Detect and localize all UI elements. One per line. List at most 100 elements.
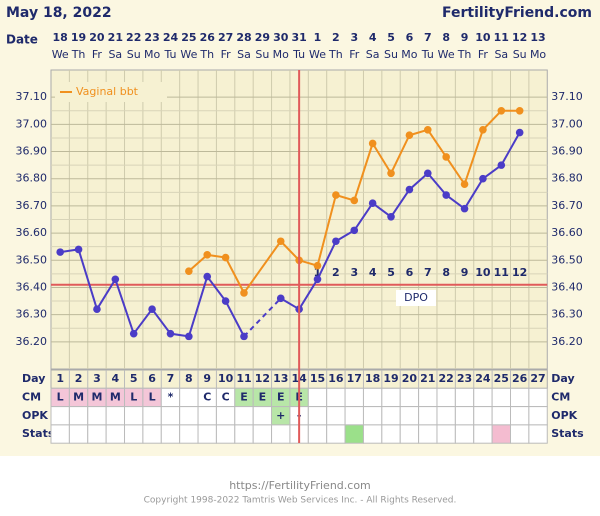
day-number: 15 — [310, 372, 325, 385]
day-number: 23 — [457, 372, 472, 385]
date-label: 20 — [89, 31, 105, 44]
table-cell — [418, 387, 438, 408]
date-label: 7 — [424, 31, 432, 44]
series-line — [188, 253, 245, 294]
day-number: 1 — [56, 372, 64, 385]
table-cell — [68, 406, 89, 426]
table-cell — [528, 406, 548, 426]
table-cell — [362, 406, 383, 426]
series-line — [280, 132, 521, 311]
data-point — [423, 126, 432, 134]
footer-url: https://FertilityFriend.com — [229, 479, 371, 492]
y-tick-label: 36.90 — [16, 145, 48, 158]
date-label: 12 — [512, 31, 527, 44]
y-tick-label-right: 36.60 — [551, 226, 583, 239]
day-number: 7 — [167, 372, 175, 385]
y-tick-label: 36.70 — [16, 199, 48, 212]
weekday-label: Mo — [530, 48, 546, 61]
date-label: 27 — [218, 31, 233, 44]
row-label-right: OPK — [551, 409, 577, 422]
day-number: 4 — [112, 372, 120, 385]
weekday-label: Th — [199, 48, 214, 61]
date-label: 29 — [255, 31, 270, 44]
date-label: 3 — [350, 31, 358, 44]
data-point — [368, 199, 377, 207]
table-cell — [87, 424, 107, 444]
day-number: 2 — [75, 372, 83, 385]
data-point — [203, 272, 212, 281]
cell-text: L — [57, 390, 64, 403]
dpo-label: 3 — [350, 266, 358, 279]
table-cell — [418, 424, 438, 444]
y-tick-label: 36.50 — [16, 253, 48, 266]
legend-box — [55, 82, 167, 102]
day-number: 21 — [420, 372, 435, 385]
table-cell — [142, 424, 162, 444]
table-cell — [491, 406, 511, 426]
table-cell — [381, 406, 401, 426]
weekday-label: Sa — [366, 48, 380, 61]
table-cell — [215, 406, 236, 426]
y-tick-label-right: 36.90 — [551, 145, 583, 158]
table-cell — [344, 387, 364, 408]
table-cell — [344, 424, 364, 444]
site-header: FertilityFriend.com — [442, 5, 592, 21]
day-number: 17 — [347, 372, 362, 385]
table-cell — [399, 387, 420, 408]
row-label: OPK — [22, 409, 48, 422]
legend-label: Vaginal bbt — [76, 85, 139, 98]
day-number: 6 — [148, 372, 156, 385]
data-point — [111, 275, 120, 284]
data-point — [442, 153, 450, 161]
weekday-label: We — [52, 48, 69, 61]
y-tick-label-right: 36.70 — [551, 199, 583, 212]
row-label-right: Day — [551, 372, 574, 385]
weekday-label: Fr — [92, 48, 103, 61]
date-label: 23 — [144, 31, 159, 44]
weekday-label: Su — [255, 48, 269, 61]
date-label: 19 — [71, 31, 86, 44]
table-cell — [381, 387, 401, 408]
day-number: 24 — [475, 372, 491, 385]
table-cell — [436, 424, 456, 444]
table-cell — [491, 387, 511, 408]
dpo-label: 6 — [406, 266, 414, 279]
day-number: 25 — [494, 372, 509, 385]
day-number: 12 — [255, 372, 270, 385]
weekday-label: Mo — [401, 48, 417, 61]
weekday-label: Tu — [163, 48, 176, 61]
table-cell — [473, 406, 493, 426]
cell-text: E — [277, 390, 285, 403]
row-label: Stats — [22, 427, 55, 440]
data-point — [276, 237, 285, 246]
day-number: 18 — [365, 372, 380, 385]
data-point — [423, 169, 432, 178]
table-cell — [528, 424, 548, 444]
dpo-label: 10 — [475, 266, 491, 279]
date-label: 9 — [461, 31, 469, 44]
cell-text: E — [259, 390, 267, 403]
data-point — [74, 245, 83, 254]
date-label: 28 — [236, 31, 251, 44]
table-cell — [105, 406, 126, 426]
date-label: 18 — [53, 31, 68, 44]
table-cell — [307, 406, 328, 426]
weekday-label: Th — [71, 48, 86, 61]
table-cell — [436, 387, 456, 408]
table-cell — [160, 424, 181, 444]
table-cell — [179, 424, 199, 444]
day-number: 13 — [273, 372, 288, 385]
y-tick-label-right: 37.10 — [551, 90, 583, 103]
table-cell — [326, 387, 346, 408]
data-point — [313, 275, 322, 284]
table-cell — [362, 387, 383, 408]
day-number: 22 — [439, 372, 454, 385]
footer-copyright: Copyright 1998-2022 Tamtris Web Services… — [144, 496, 457, 506]
dpo-label: 7 — [424, 266, 432, 279]
y-tick-label-right: 36.30 — [551, 308, 583, 321]
weekday-label: Su — [384, 48, 398, 61]
y-tick-label-right: 37.00 — [551, 117, 583, 130]
table-cell — [510, 424, 530, 444]
table-cell — [234, 424, 254, 444]
